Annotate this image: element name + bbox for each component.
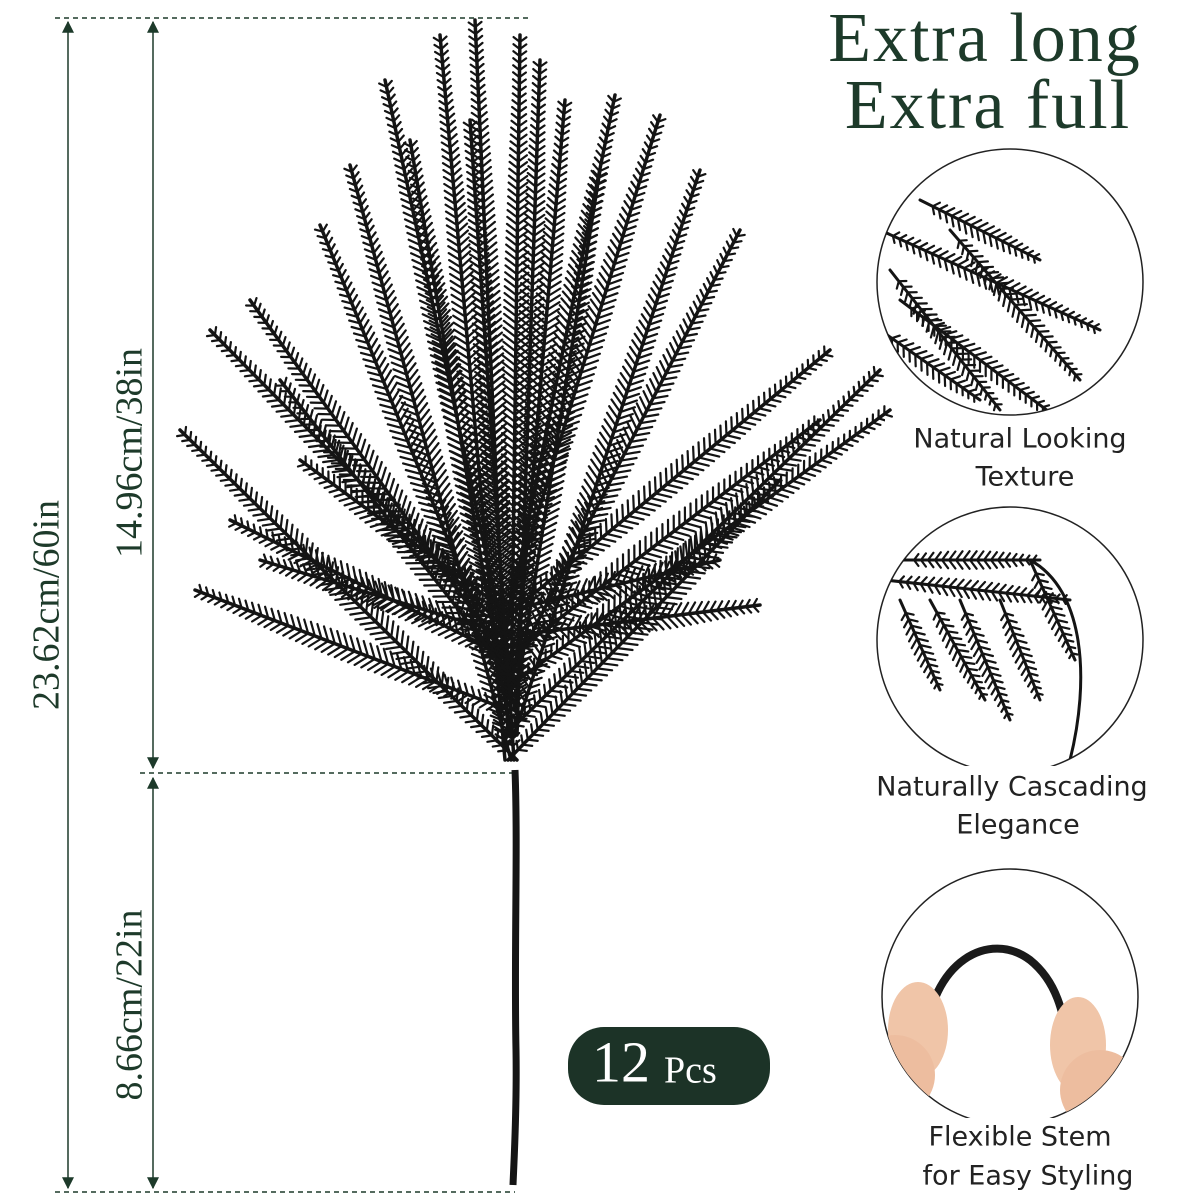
feature-label: Elegance: [956, 810, 1079, 841]
frond: [462, 118, 521, 762]
feature-label: Natural Looking: [913, 424, 1126, 455]
count-badge: [568, 1027, 770, 1105]
feature-circle: [876, 148, 1144, 416]
frond: [1028, 558, 1079, 662]
feature-circle: [876, 506, 1144, 774]
needles: [912, 550, 1038, 570]
frond: [958, 598, 1014, 722]
feature-circle: [881, 868, 1139, 1126]
feature-label: Naturally Cascading: [876, 772, 1147, 803]
needles: [509, 60, 548, 722]
needles: [900, 611, 944, 690]
frond: [275, 376, 519, 687]
label-backdrop: [840, 766, 1185, 844]
frond-rib: [1028, 558, 1077, 662]
count: 12: [592, 1029, 650, 1094]
needles: [259, 553, 496, 638]
frond: [878, 328, 982, 403]
frond: [193, 583, 510, 712]
frond: [898, 598, 944, 692]
stem: [509, 769, 520, 1186]
frond: [898, 298, 1062, 415]
needles: [193, 583, 496, 711]
needles: [931, 201, 1041, 264]
count-unit: Pcs: [664, 1050, 717, 1092]
needles: [910, 305, 1062, 415]
frond: [918, 198, 1042, 264]
needles: [956, 239, 1083, 382]
texture-detail: [878, 198, 1102, 415]
pine-branch: [176, 18, 893, 1186]
needles: [932, 611, 989, 700]
needles: [890, 334, 981, 403]
frond: [928, 598, 989, 702]
needles: [462, 120, 521, 747]
needles: [275, 376, 512, 676]
hand: [882, 1035, 935, 1115]
frond: [998, 598, 1044, 702]
frond: [176, 425, 519, 762]
frond-rib: [998, 598, 1042, 702]
feature-label: Flexible Stem: [928, 1122, 1111, 1153]
frond: [258, 553, 510, 638]
title-line: Extra long: [828, 0, 1142, 77]
needles: [378, 79, 518, 673]
stem-length: 8.66cm/22in: [109, 909, 151, 1100]
frond: [506, 476, 785, 762]
cascade-stem: [1029, 558, 1083, 761]
frond: [509, 58, 548, 737]
label-backdrop: [890, 1118, 1150, 1198]
needles: [1031, 572, 1079, 660]
title-line: Extra full: [845, 67, 1131, 144]
frond: [898, 550, 1042, 570]
total-length: 23.62cm/60in: [26, 500, 68, 710]
cascade-detail: [883, 550, 1083, 761]
label-backdrop: [885, 418, 1155, 496]
dimension-guides: [55, 17, 530, 1193]
feature-label: for Easy Styling: [923, 1161, 1134, 1192]
feature-label: Texture: [975, 462, 1075, 493]
needles: [1000, 612, 1044, 700]
needles: [960, 612, 1014, 720]
foliage-length: 14.96cm/38in: [109, 348, 151, 558]
frond: [948, 228, 1083, 382]
